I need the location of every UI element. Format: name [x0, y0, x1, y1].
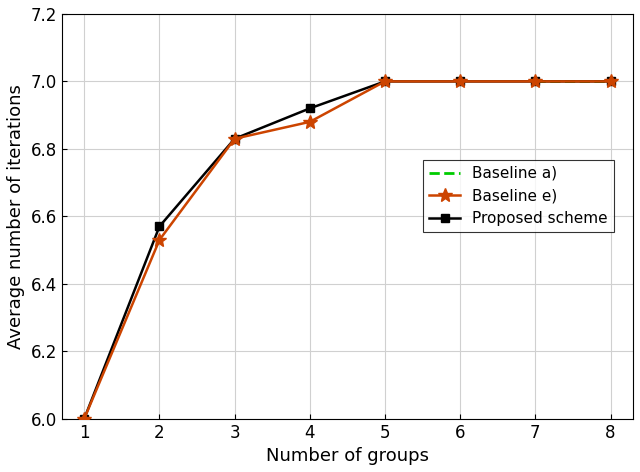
Proposed scheme	[156, 224, 163, 229]
Y-axis label: Average number of iterations: Average number of iterations	[7, 84, 25, 349]
Proposed scheme	[381, 78, 389, 84]
Baseline a)	[607, 78, 614, 84]
Proposed scheme	[231, 136, 239, 142]
Proposed scheme	[81, 416, 88, 421]
Baseline e)	[306, 119, 314, 125]
Baseline e)	[531, 78, 539, 84]
Baseline e)	[607, 78, 614, 84]
X-axis label: Number of groups: Number of groups	[266, 447, 429, 465]
Line: Proposed scheme: Proposed scheme	[80, 77, 614, 423]
Baseline a)	[531, 78, 539, 84]
Baseline e)	[231, 136, 239, 142]
Proposed scheme	[531, 78, 539, 84]
Baseline e)	[456, 78, 464, 84]
Baseline e)	[81, 416, 88, 421]
Line: Baseline e): Baseline e)	[77, 75, 618, 426]
Proposed scheme	[306, 106, 314, 111]
Legend: Baseline a), Baseline e), Proposed scheme: Baseline a), Baseline e), Proposed schem…	[424, 160, 614, 232]
Baseline e)	[381, 78, 389, 84]
Baseline e)	[156, 237, 163, 243]
Proposed scheme	[607, 78, 614, 84]
Proposed scheme	[456, 78, 464, 84]
